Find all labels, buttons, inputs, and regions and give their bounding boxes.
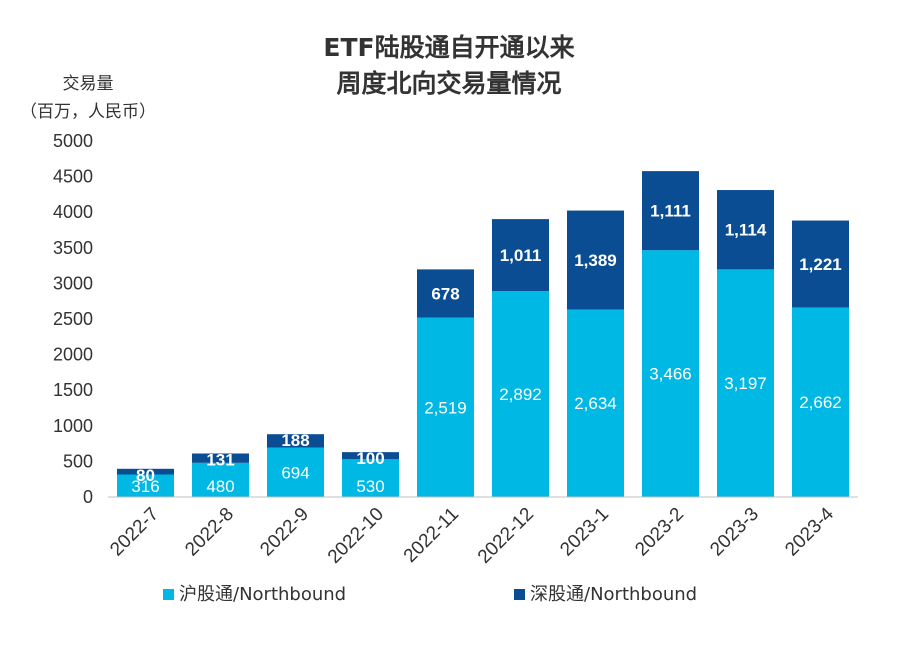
- y-tick-label: 1000: [53, 416, 93, 436]
- y-axis-label-line-1: 交易量: [63, 74, 114, 94]
- y-tick-label: 3000: [53, 273, 93, 293]
- y-axis-ticks: 0 500 1000 1500 2000 2500 3000 3500 4000 4500 5000: [53, 131, 93, 507]
- bar-northbound-sz: [192, 453, 249, 463]
- x-tick-label: 2022-9: [256, 504, 313, 561]
- data-label-northbound-sz: 1,389: [574, 251, 617, 270]
- chart-title: ETF陆股通自开通以来 周度北向交易量情况: [323, 33, 575, 98]
- data-label-northbound-sz: 100: [356, 449, 384, 468]
- x-tick-label: 2023-1: [556, 504, 613, 561]
- bar-northbound-sh: [792, 307, 849, 497]
- x-tick-label: 2023-3: [706, 504, 763, 561]
- data-label-northbound-sz: 1,011: [500, 246, 542, 265]
- legend-label: 深股通/Northbound: [530, 584, 697, 605]
- legend: 沪股通/Northbound 深股通/Northbound: [163, 584, 697, 605]
- data-label-northbound-sh: 2,634: [574, 394, 617, 413]
- bar-northbound-sh: [192, 462, 249, 497]
- data-label-northbound-sz: 678: [431, 285, 459, 304]
- data-label-northbound-sh: 3,466: [649, 365, 692, 384]
- bar-northbound-sh: [492, 291, 549, 497]
- y-tick-label: 1500: [53, 380, 93, 400]
- bar-northbound-sh: [267, 447, 324, 497]
- data-label-northbound-sz: 131: [206, 450, 234, 469]
- bar-northbound-sz: [492, 219, 549, 292]
- data-label-northbound-sh: 480: [206, 477, 234, 496]
- data-label-northbound-sz: 1,221: [799, 255, 842, 274]
- x-tick-label: 2022-7: [106, 504, 163, 561]
- data-label-northbound-sh: 530: [356, 477, 384, 496]
- y-tick-label: 500: [63, 451, 93, 471]
- data-label-northbound-sz: 1,114: [725, 221, 767, 240]
- data-label-northbound-sz: 188: [281, 431, 309, 450]
- y-tick-label: 4000: [53, 202, 93, 222]
- data-label-northbound-sz: 80: [136, 466, 155, 485]
- data-label-northbound-sh: 2,662: [799, 393, 842, 412]
- x-tick-label: 2023-4: [781, 503, 838, 560]
- y-tick-label: 2500: [53, 309, 93, 329]
- bar-northbound-sz: [267, 434, 324, 448]
- x-tick-label: 2023-2: [631, 504, 688, 561]
- x-tick-label: 2022-10: [324, 504, 388, 568]
- y-axis-label-line-2: （百万，人民币）: [20, 102, 156, 122]
- data-label-northbound-sh: 2,519: [424, 398, 467, 417]
- data-label-northbound-sh: 694: [281, 463, 309, 482]
- y-axis-label: 交易量 （百万，人民币）: [20, 74, 156, 122]
- bar-northbound-sz: [717, 190, 774, 270]
- bar-northbound-sz: [117, 468, 174, 475]
- bar-northbound-sh: [567, 309, 624, 497]
- data-label-northbound-sz: 1,111: [650, 202, 691, 221]
- y-tick-label: 3500: [53, 238, 93, 258]
- data-label-northbound-sh: 3,197: [724, 374, 767, 393]
- x-axis-ticks: 2022-7 2022-8 2022-9 2022-10 2022-11 2022-12 2…: [106, 503, 838, 567]
- bar-northbound-sh: [717, 269, 774, 497]
- chart-title-line-2: 周度北向交易量情况: [336, 69, 561, 98]
- x-tick-label: 2022-8: [181, 504, 238, 561]
- bar-northbound-sz: [567, 210, 624, 310]
- chart-title-line-1: ETF陆股通自开通以来: [323, 33, 575, 62]
- x-tick-label: 2022-12: [474, 504, 538, 568]
- bar-northbound-sh: [417, 317, 474, 497]
- bar-northbound-sz: [342, 452, 399, 460]
- bar-northbound-sz: [417, 269, 474, 318]
- data-label-northbound-sh: 2,892: [499, 385, 542, 404]
- data-label-northbound-sh: 316: [131, 477, 159, 496]
- y-tick-label: 4500: [53, 167, 93, 187]
- bar-northbound-sz: [792, 220, 849, 308]
- x-tick-label: 2022-11: [400, 504, 463, 567]
- y-tick-label: 2000: [53, 345, 93, 365]
- legend-label: 沪股通/Northbound: [179, 584, 346, 605]
- bar-northbound-sh: [117, 474, 174, 497]
- bar-northbound-sz: [642, 171, 699, 251]
- y-tick-label: 0: [83, 487, 93, 507]
- bar-northbound-sh: [342, 459, 399, 497]
- y-tick-label: 5000: [53, 131, 93, 151]
- legend-swatch: [163, 589, 174, 600]
- bar-northbound-sh: [642, 250, 699, 497]
- legend-swatch: [514, 589, 525, 600]
